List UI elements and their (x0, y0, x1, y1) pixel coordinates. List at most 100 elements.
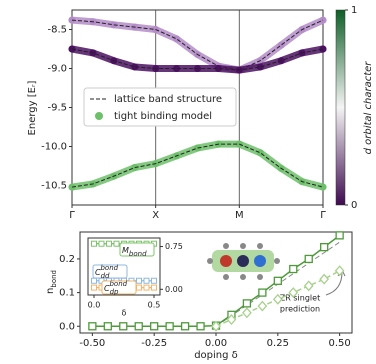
series-marker (289, 264, 298, 274)
series-marker (304, 254, 313, 264)
colorbar (335, 9, 346, 206)
inset-marker (136, 284, 142, 291)
annotation: prediction (280, 305, 320, 314)
band-point (173, 65, 181, 72)
series-marker (273, 276, 282, 285)
y-tick-label: -10.5 (41, 181, 67, 192)
inset-series-label-main: M (122, 246, 129, 255)
inset-series-label-sup: bond (109, 280, 127, 288)
series-marker (320, 242, 329, 252)
series-marker (165, 322, 174, 331)
x-tick-label: Γ (69, 210, 75, 221)
inset-marker (98, 240, 105, 247)
inset-label-box (119, 242, 155, 257)
inset-series-label-sub: dp (110, 288, 119, 296)
inset-label-box (101, 280, 137, 295)
axes-frame (87, 237, 161, 296)
inset-series-label-main: C (95, 268, 101, 277)
colorbar-tick-label: 1 (351, 5, 357, 16)
inset-marker (151, 277, 157, 284)
inset-series-label-sub: bond (129, 250, 147, 258)
annotation-arrow (325, 271, 343, 296)
band-lattice (71, 19, 324, 71)
inset-series-label-sub: dd (101, 272, 110, 280)
y-tick-label: 0.00 (165, 285, 183, 294)
inset-marker (143, 284, 150, 291)
y-tick-label: -9.0 (47, 64, 67, 75)
x-tick-label: X (152, 210, 159, 221)
series-marker (303, 280, 314, 292)
inset-series-label: Mbond (122, 246, 147, 259)
y-tick-label: 0.2 (59, 254, 75, 265)
x-tick-label: 0.0 (88, 301, 101, 310)
band-lattice (71, 48, 324, 71)
band-point (256, 63, 264, 71)
x-tick-label: Γ (320, 210, 326, 221)
inset-marker (136, 277, 142, 284)
inset-marker (91, 277, 97, 284)
inset-marker (91, 284, 97, 291)
axes-frame (71, 9, 324, 206)
x-axis-label: doping δ (194, 350, 238, 361)
annotation: ZR singlet (280, 294, 320, 303)
x-tick-label: -0.50 (79, 338, 105, 349)
inset-label-box (92, 264, 128, 279)
series-marker (211, 320, 221, 332)
x-tick-label: 0.5 (148, 301, 161, 310)
series-marker (226, 314, 237, 326)
inset-series-label: Cddbond (95, 264, 119, 280)
colorbar-tick-label: 0 (351, 200, 357, 211)
legend-label: lattice band structure (114, 94, 222, 105)
inset-series-label-main: C (104, 284, 110, 293)
series-marker (335, 231, 344, 240)
y-axis-label: Energy [Eᵣ] (27, 80, 38, 135)
x-tick-label: 0.50 (329, 338, 351, 349)
y-axis-label: nbond (45, 270, 58, 294)
inset-marker (91, 240, 97, 247)
band-point (319, 45, 327, 53)
legend-swatch-marker (95, 112, 103, 120)
series-marker (242, 307, 252, 319)
x-tick-label: 0.00 (205, 338, 227, 349)
series-marker (103, 322, 112, 331)
series-marker (150, 322, 159, 331)
y-tick-label: 0.75 (165, 242, 183, 251)
x-tick-label: 0.25 (267, 338, 289, 349)
y-tick-label: -8.5 (47, 25, 67, 36)
series-marker (258, 288, 267, 297)
inset-series-label: Cdpbond (104, 280, 128, 296)
series-marker (242, 299, 252, 308)
series-marker (257, 300, 268, 312)
y-tick-label: 0.0 (59, 321, 75, 332)
series-marker (272, 293, 283, 305)
y-axis-label-sub: bond (50, 270, 58, 288)
legend-box (83, 87, 237, 127)
series-marker (288, 287, 299, 299)
inset-marker (143, 277, 150, 284)
x-tick-label: -0.25 (141, 338, 167, 349)
series-marker (134, 322, 143, 331)
inset-marker (151, 284, 157, 291)
band-point (319, 183, 327, 191)
legend-label: tight binding model (114, 111, 212, 122)
y-tick-label: -9.5 (47, 103, 67, 114)
series-marker (180, 322, 190, 331)
inset-series-label-sup: bond (100, 264, 118, 272)
series-marker (334, 265, 345, 277)
series-marker (119, 322, 128, 331)
axes-frame (79, 231, 353, 334)
molecule-diagram (207, 243, 280, 280)
colorbar-label: d orbital character (363, 61, 374, 155)
x-tick-label: M (235, 210, 244, 221)
series-marker (196, 322, 205, 331)
series-marker (88, 322, 97, 331)
inset-x-axis-label: δ (122, 309, 127, 318)
band-point (131, 63, 139, 71)
y-tick-label: 0.1 (59, 288, 75, 299)
band-point (214, 65, 222, 72)
y-axis-label-main: n (45, 288, 56, 294)
inset-marker (113, 240, 120, 247)
band-lattice (71, 143, 324, 188)
inset-marker (106, 240, 112, 247)
